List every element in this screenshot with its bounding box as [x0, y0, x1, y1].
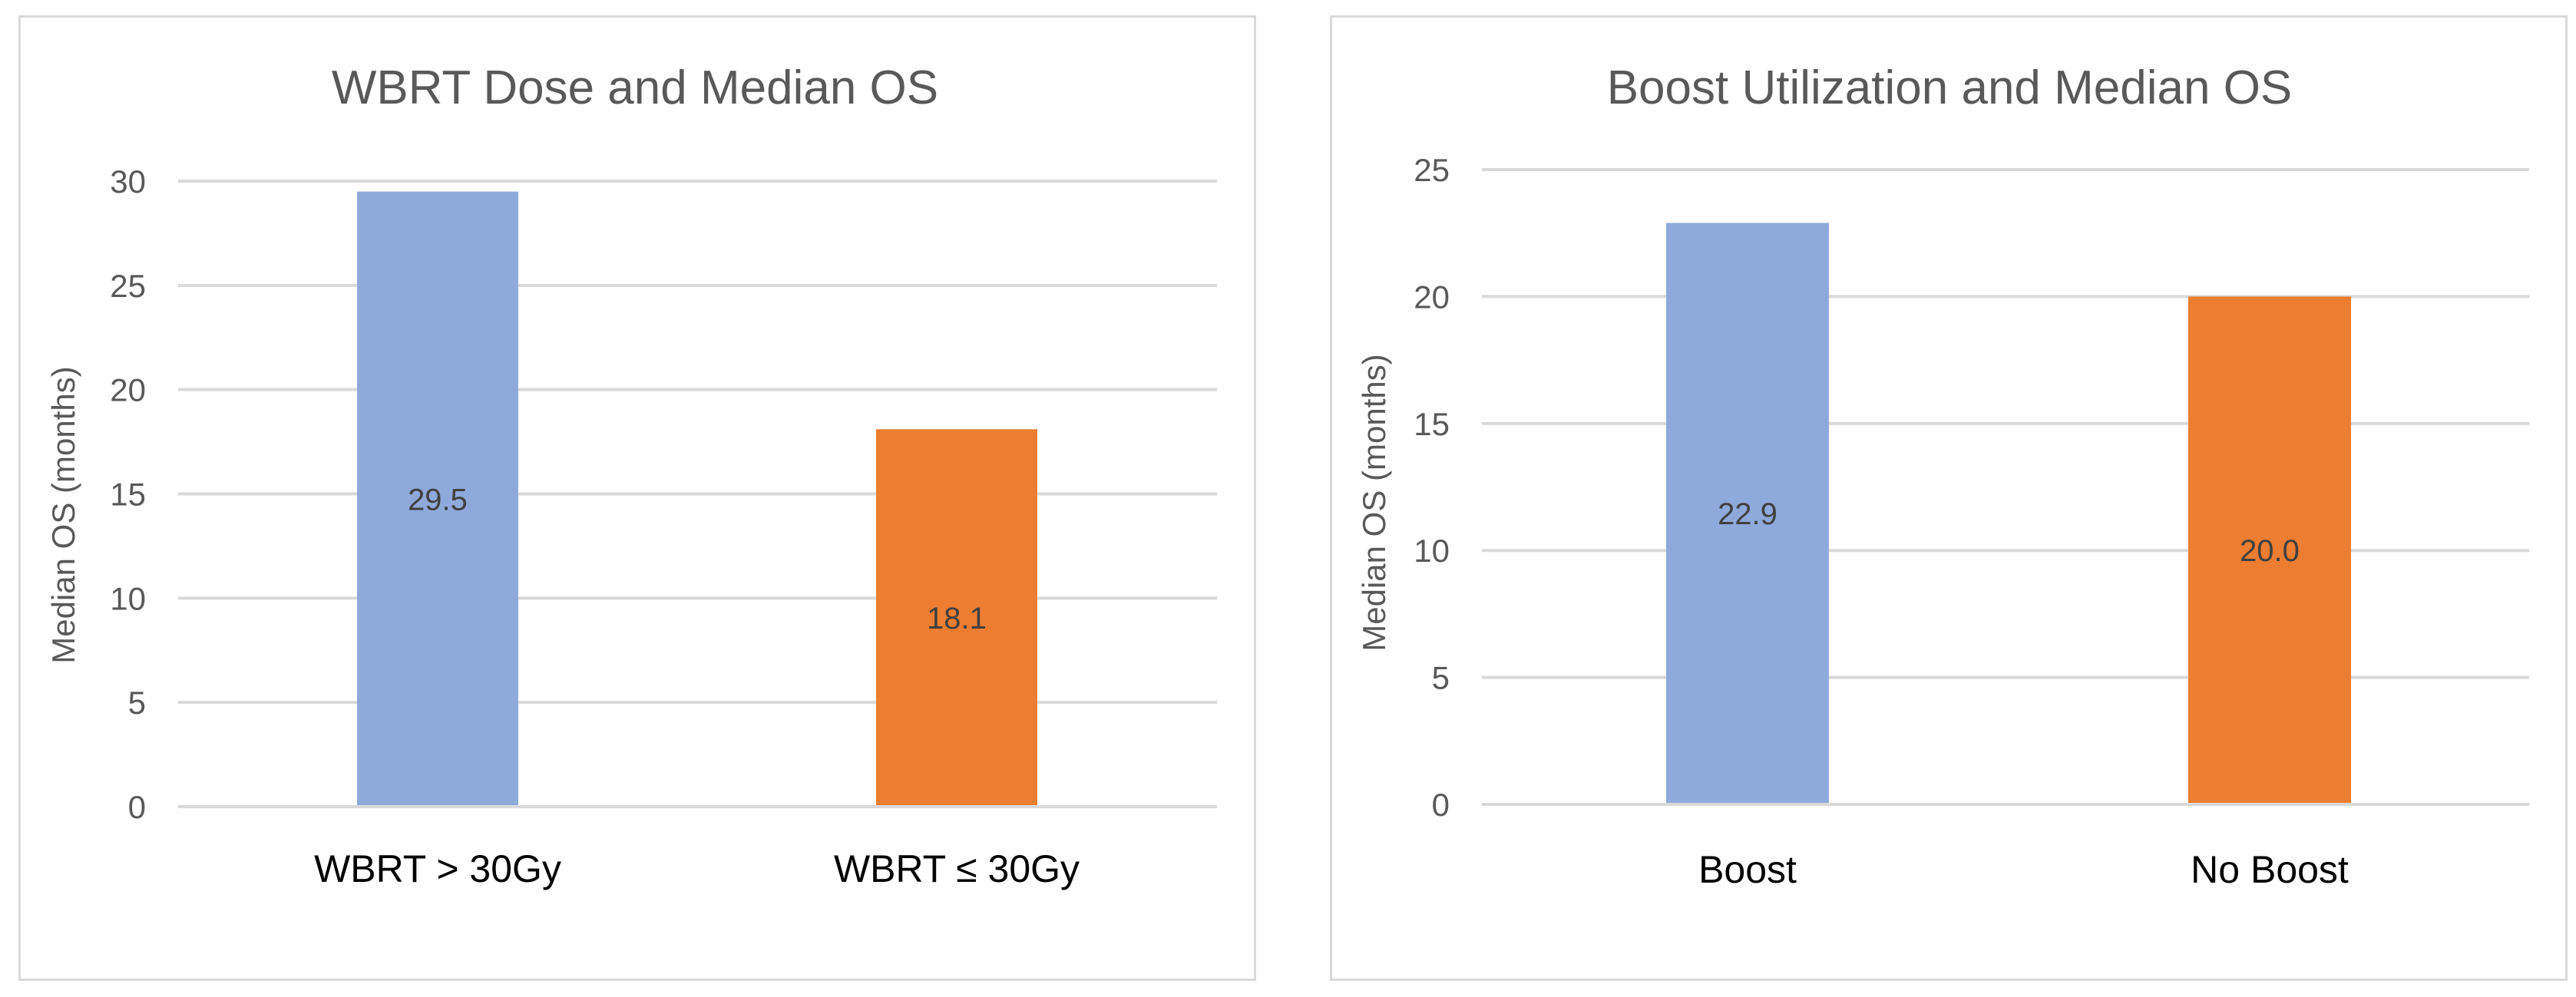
- category-labels: Boost No Boost: [1698, 848, 2349, 891]
- chart-panel-right: Boost Utilization and Median OS Median O…: [1330, 15, 2568, 981]
- category-labels: WBRT > 30Gy WBRT ≤ 30Gy: [314, 847, 1080, 890]
- chart-title: Boost Utilization and Median OS: [1607, 61, 2293, 114]
- data-label: 20.0: [2240, 534, 2300, 568]
- bar: [2188, 296, 2351, 804]
- y-tick-label: 15: [110, 477, 146, 513]
- y-tick-label: 30: [110, 163, 146, 200]
- data-labels: 29.5 18.1: [408, 483, 987, 636]
- chart-panel-left: WBRT Dose and Median OS Median OS (month…: [18, 15, 1256, 981]
- y-tick-label: 5: [128, 685, 146, 721]
- gridlines: [178, 180, 1217, 808]
- data-label: 22.9: [1718, 497, 1777, 531]
- category-label: No Boost: [2191, 848, 2349, 891]
- y-tick-label: 10: [1414, 533, 1450, 569]
- y-tick-label: 10: [110, 580, 146, 616]
- chart-right-svg: Boost Utilization and Median OS Median O…: [1356, 61, 2529, 891]
- y-tick-label: 25: [1414, 152, 1450, 188]
- y-axis-title: Median OS (months): [45, 366, 81, 663]
- data-label: 18.1: [927, 602, 987, 636]
- y-tick-labels: 0 5 10 15 20 25: [1414, 152, 1450, 823]
- bar: [357, 191, 518, 807]
- category-label: WBRT ≤ 30Gy: [834, 847, 1080, 890]
- y-tick-label: 0: [1432, 787, 1450, 823]
- chart-left-svg: WBRT Dose and Median OS Median OS (month…: [45, 61, 1217, 890]
- y-tick-label: 15: [1414, 406, 1450, 442]
- y-tick-label: 0: [128, 789, 146, 825]
- y-tick-label: 25: [110, 268, 146, 304]
- y-tick-label: 20: [110, 372, 146, 408]
- bar: [876, 429, 1037, 807]
- category-label: WBRT > 30Gy: [314, 847, 561, 890]
- data-label: 29.5: [408, 483, 468, 517]
- y-tick-label: 20: [1414, 279, 1450, 315]
- chart-title: WBRT Dose and Median OS: [332, 61, 938, 114]
- category-label: Boost: [1698, 848, 1797, 891]
- bars: [178, 191, 1217, 808]
- y-tick-labels: 0 5 10 15 20 25 30: [110, 163, 146, 825]
- y-axis-title: Median OS (months): [1356, 354, 1392, 651]
- y-tick-label: 5: [1432, 660, 1450, 696]
- gridlines: [1482, 168, 2529, 806]
- bars: [1482, 223, 2529, 806]
- data-labels: 22.9 20.0: [1718, 497, 2300, 568]
- bar: [1666, 223, 1829, 804]
